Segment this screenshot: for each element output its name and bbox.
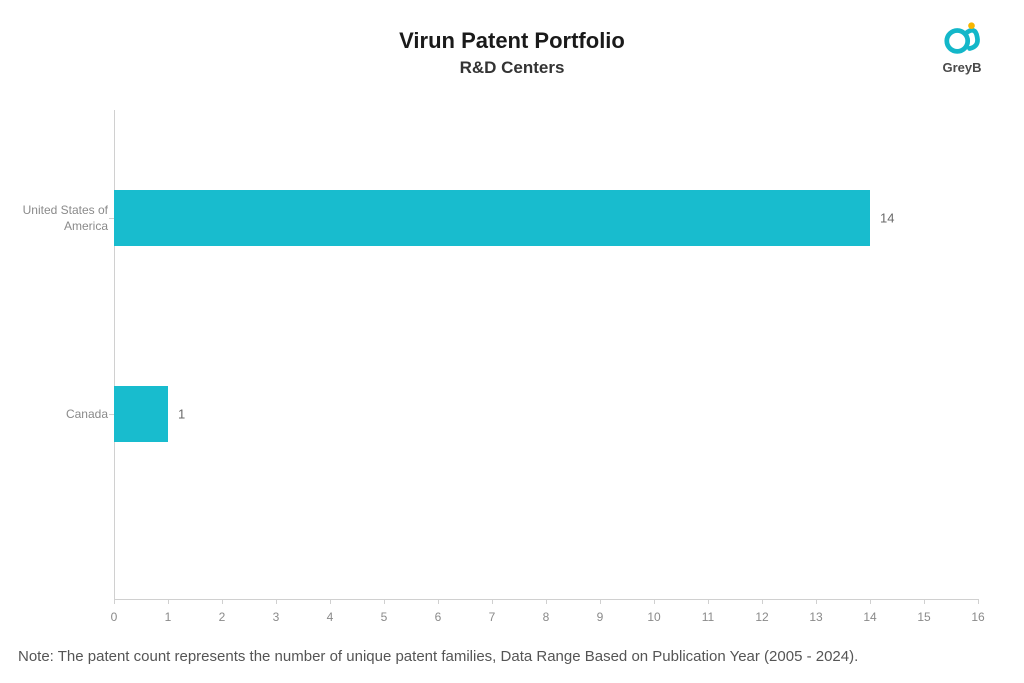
brand-logo: GreyB <box>932 20 992 75</box>
plot-area: 012345678910111213141516141 <box>114 110 978 600</box>
chart-subtitle: R&D Centers <box>0 58 1024 78</box>
x-tick-label: 0 <box>111 610 118 624</box>
x-tick <box>222 599 223 604</box>
x-tick-label: 2 <box>219 610 226 624</box>
x-tick <box>492 599 493 604</box>
y-category-label: United States ofAmerica <box>8 202 108 234</box>
x-tick-label: 4 <box>327 610 334 624</box>
x-tick <box>384 599 385 604</box>
x-tick-label: 14 <box>863 610 876 624</box>
bar <box>114 190 870 246</box>
x-tick <box>114 599 115 604</box>
y-category-label: Canada <box>8 406 108 422</box>
x-tick-label: 13 <box>809 610 822 624</box>
x-tick <box>978 599 979 604</box>
x-tick <box>762 599 763 604</box>
x-tick <box>924 599 925 604</box>
brand-logo-text: GreyB <box>932 60 992 75</box>
bar <box>114 386 168 442</box>
x-tick-label: 9 <box>597 610 604 624</box>
x-tick <box>870 599 871 604</box>
x-tick-label: 5 <box>381 610 388 624</box>
brand-logo-icon <box>943 20 981 58</box>
x-tick <box>708 599 709 604</box>
x-tick-label: 11 <box>702 610 714 624</box>
x-tick-label: 16 <box>971 610 984 624</box>
x-tick-label: 8 <box>543 610 550 624</box>
x-tick-label: 15 <box>917 610 930 624</box>
chart-container: Virun Patent Portfolio R&D Centers GreyB… <box>0 0 1024 683</box>
x-tick <box>438 599 439 604</box>
chart-footnote: Note: The patent count represents the nu… <box>18 648 858 665</box>
x-tick-label: 1 <box>165 610 172 624</box>
x-tick <box>168 599 169 604</box>
x-tick <box>600 599 601 604</box>
x-tick-label: 7 <box>489 610 496 624</box>
x-tick-label: 3 <box>273 610 280 624</box>
y-axis-line <box>114 110 115 600</box>
chart-title: Virun Patent Portfolio <box>0 0 1024 54</box>
x-tick-label: 10 <box>647 610 660 624</box>
x-tick <box>546 599 547 604</box>
x-tick-label: 12 <box>755 610 768 624</box>
x-tick <box>330 599 331 604</box>
x-tick <box>816 599 817 604</box>
x-tick <box>654 599 655 604</box>
x-tick-label: 6 <box>435 610 442 624</box>
bar-value-label: 14 <box>880 210 894 225</box>
x-tick <box>276 599 277 604</box>
bar-value-label: 1 <box>178 406 185 421</box>
